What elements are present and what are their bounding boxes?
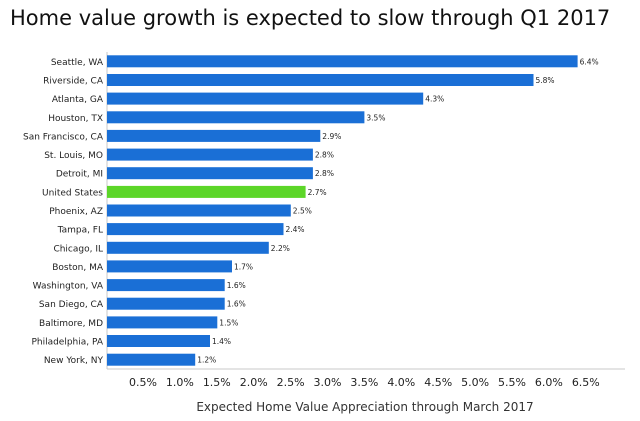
bar (107, 92, 424, 105)
x-tick-label: 5.5% (498, 376, 526, 389)
bar (107, 204, 291, 217)
value-label: 1.2% (197, 356, 216, 365)
bar (107, 279, 225, 292)
value-label: 3.5% (366, 113, 385, 122)
x-tick-label: 3.0% (314, 376, 342, 389)
x-tick-label: 1.5% (203, 376, 231, 389)
value-label: 1.5% (219, 318, 238, 327)
bar (107, 260, 232, 273)
bar (107, 223, 284, 236)
category-label: Riverside, CA (43, 77, 104, 87)
bar (107, 335, 210, 347)
bar (107, 241, 269, 254)
x-tick-label: 5.0% (461, 376, 489, 389)
category-label: Detroit, MI (56, 170, 103, 180)
value-label: 5.8% (536, 76, 555, 85)
category-label: United States (42, 188, 103, 198)
x-tick-label: 4.0% (387, 376, 415, 389)
bar (107, 55, 578, 68)
x-tick-label: 3.5% (350, 376, 378, 389)
category-label: Washington, VA (33, 282, 104, 292)
bar (107, 111, 365, 124)
value-label: 1.6% (227, 281, 246, 290)
category-label: Phoenix, AZ (49, 207, 103, 217)
x-tick-label: 0.5% (129, 376, 157, 389)
value-label: 2.8% (315, 151, 334, 160)
category-label: San Francisco, CA (23, 132, 104, 142)
category-label: New York, NY (44, 356, 104, 366)
value-label: 2.9% (322, 132, 341, 141)
x-axis-label: Expected Home Value Appreciation through… (196, 400, 533, 414)
category-label: Houston, TX (48, 114, 103, 124)
value-label: 6.4% (580, 57, 599, 66)
bar (107, 297, 225, 310)
bar (107, 129, 321, 142)
category-label: San Diego, CA (39, 300, 104, 310)
value-label: 2.4% (286, 225, 305, 234)
x-tick-label: 1.0% (166, 376, 194, 389)
value-label: 4.3% (425, 95, 444, 104)
value-label: 2.5% (293, 207, 312, 216)
x-tick-label: 4.5% (424, 376, 452, 389)
x-tick-label: 2.0% (240, 376, 268, 389)
x-tick-label: 2.5% (277, 376, 305, 389)
category-label: St. Louis, MO (44, 151, 103, 161)
chart-title: Home value growth is expected to slow th… (10, 6, 611, 30)
value-label: 1.4% (212, 337, 231, 346)
category-label: Tampa, FL (57, 226, 103, 236)
x-tick-label: 6.5% (572, 376, 600, 389)
bar (107, 353, 196, 366)
value-label: 2.7% (308, 188, 327, 197)
category-label: Atlanta, GA (52, 95, 104, 105)
bar (107, 148, 313, 161)
value-label: 1.6% (227, 300, 246, 309)
value-label: 2.8% (315, 169, 334, 178)
bar (107, 74, 534, 86)
category-label: Baltimore, MD (39, 319, 103, 329)
category-label: Seattle, WA (51, 58, 104, 68)
value-label: 1.7% (234, 262, 253, 271)
category-label: Chicago, IL (53, 244, 103, 254)
bar (107, 316, 218, 329)
bar (107, 167, 313, 180)
bar (107, 185, 306, 198)
x-tick-label: 6.0% (535, 376, 563, 389)
value-label: 2.2% (271, 244, 290, 253)
category-label: Boston, MA (52, 263, 104, 273)
category-label: Philadelphia, PA (31, 338, 103, 348)
